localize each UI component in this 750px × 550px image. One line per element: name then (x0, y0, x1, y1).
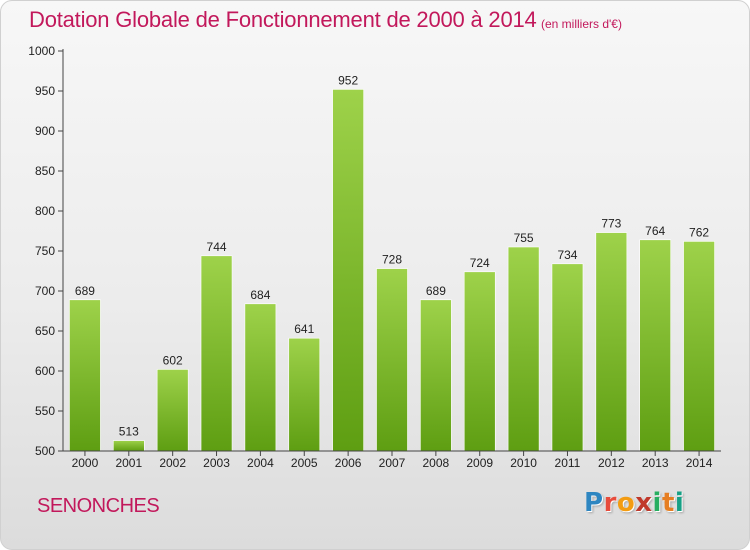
bar-value-label: 513 (119, 425, 139, 439)
x-tick-label: 2000 (72, 456, 99, 470)
bar-value-label: 744 (207, 240, 227, 254)
bar-value-label: 762 (689, 225, 709, 239)
y-tick-label: 650 (35, 324, 55, 338)
bar-value-label: 755 (514, 231, 534, 245)
bar-2003 (200, 255, 233, 452)
y-tick-label: 700 (35, 284, 55, 298)
y-tick-label: 800 (35, 204, 55, 218)
x-tick-label: 2008 (423, 456, 450, 470)
x-tick-label: 2006 (335, 456, 362, 470)
x-axis: 2000 2001 2002 2003 2004 2005 2006 2007 2008 2009… (63, 450, 721, 470)
bar-value-label: 773 (601, 217, 621, 231)
x-tick-label: 2003 (203, 456, 230, 470)
bar-2002 (156, 369, 189, 452)
x-tick-label: 2005 (291, 456, 318, 470)
y-axis: 500 550 600 650 700 750 800 850 900 950 1000 (28, 44, 64, 458)
bar-value-label: 728 (382, 253, 402, 267)
bar-2006 (332, 89, 364, 452)
bar-2007 (376, 268, 408, 452)
x-tick-label: 2014 (686, 456, 713, 470)
logo-letter: i (674, 488, 685, 518)
y-tick-label: 950 (35, 84, 55, 98)
logo-letter: r (603, 488, 617, 518)
bar-value-label: 764 (645, 224, 665, 238)
logo-letter: i (652, 488, 662, 518)
x-tick-label: 2002 (159, 456, 186, 470)
bar-series: 689 513 602 744 684 641 952 728 689 724 755 734 773 7… (69, 73, 715, 452)
logo-letter: x (635, 488, 653, 518)
bar-2011 (551, 263, 584, 452)
logo-letter: o (616, 488, 636, 518)
bar-value-label: 641 (294, 322, 314, 336)
bar-2010 (507, 246, 540, 452)
bar-value-label: 734 (557, 248, 577, 262)
bar-2008 (420, 299, 452, 452)
bar-value-label: 602 (163, 353, 183, 367)
bar-2014 (683, 241, 715, 452)
x-tick-label: 2001 (115, 456, 142, 470)
bar-value-label: 952 (338, 73, 358, 87)
bar-2005 (288, 337, 321, 452)
chart-title: Dotation Globale de Fonctionnement de 20… (29, 7, 537, 32)
x-tick-label: 2011 (555, 456, 581, 470)
y-tick-label: 1000 (28, 44, 55, 58)
proxiti-logo: Proxiti (584, 488, 684, 518)
y-tick-label: 600 (35, 364, 55, 378)
chart-unit-note: (en milliers d'€) (541, 17, 622, 31)
logo-letter: t (661, 488, 675, 518)
y-tick-label: 500 (35, 444, 55, 458)
y-tick-label: 550 (35, 404, 55, 418)
bar-2009 (463, 271, 496, 452)
bar-value-label: 684 (250, 288, 270, 302)
logo-letter: P (584, 488, 604, 518)
x-tick-label: 2007 (379, 456, 406, 470)
bar-value-label: 689 (75, 284, 95, 298)
bar-value-label: 689 (426, 284, 446, 298)
bar-value-label: 724 (470, 256, 490, 270)
y-tick-label: 850 (35, 164, 55, 178)
x-tick-label: 2010 (510, 456, 537, 470)
x-tick-label: 2012 (598, 456, 625, 470)
y-tick-label: 750 (35, 244, 55, 258)
bar-2000 (69, 299, 101, 452)
x-tick-label: 2013 (642, 456, 669, 470)
bar-2001 (113, 440, 145, 452)
x-tick-label: 2004 (247, 456, 274, 470)
x-tick-label: 2009 (466, 456, 493, 470)
bar-2012 (595, 232, 628, 452)
bar-2013 (639, 239, 672, 452)
bar-2004 (244, 303, 277, 452)
y-tick-label: 900 (35, 124, 55, 138)
city-name: SENONCHES (37, 495, 160, 517)
